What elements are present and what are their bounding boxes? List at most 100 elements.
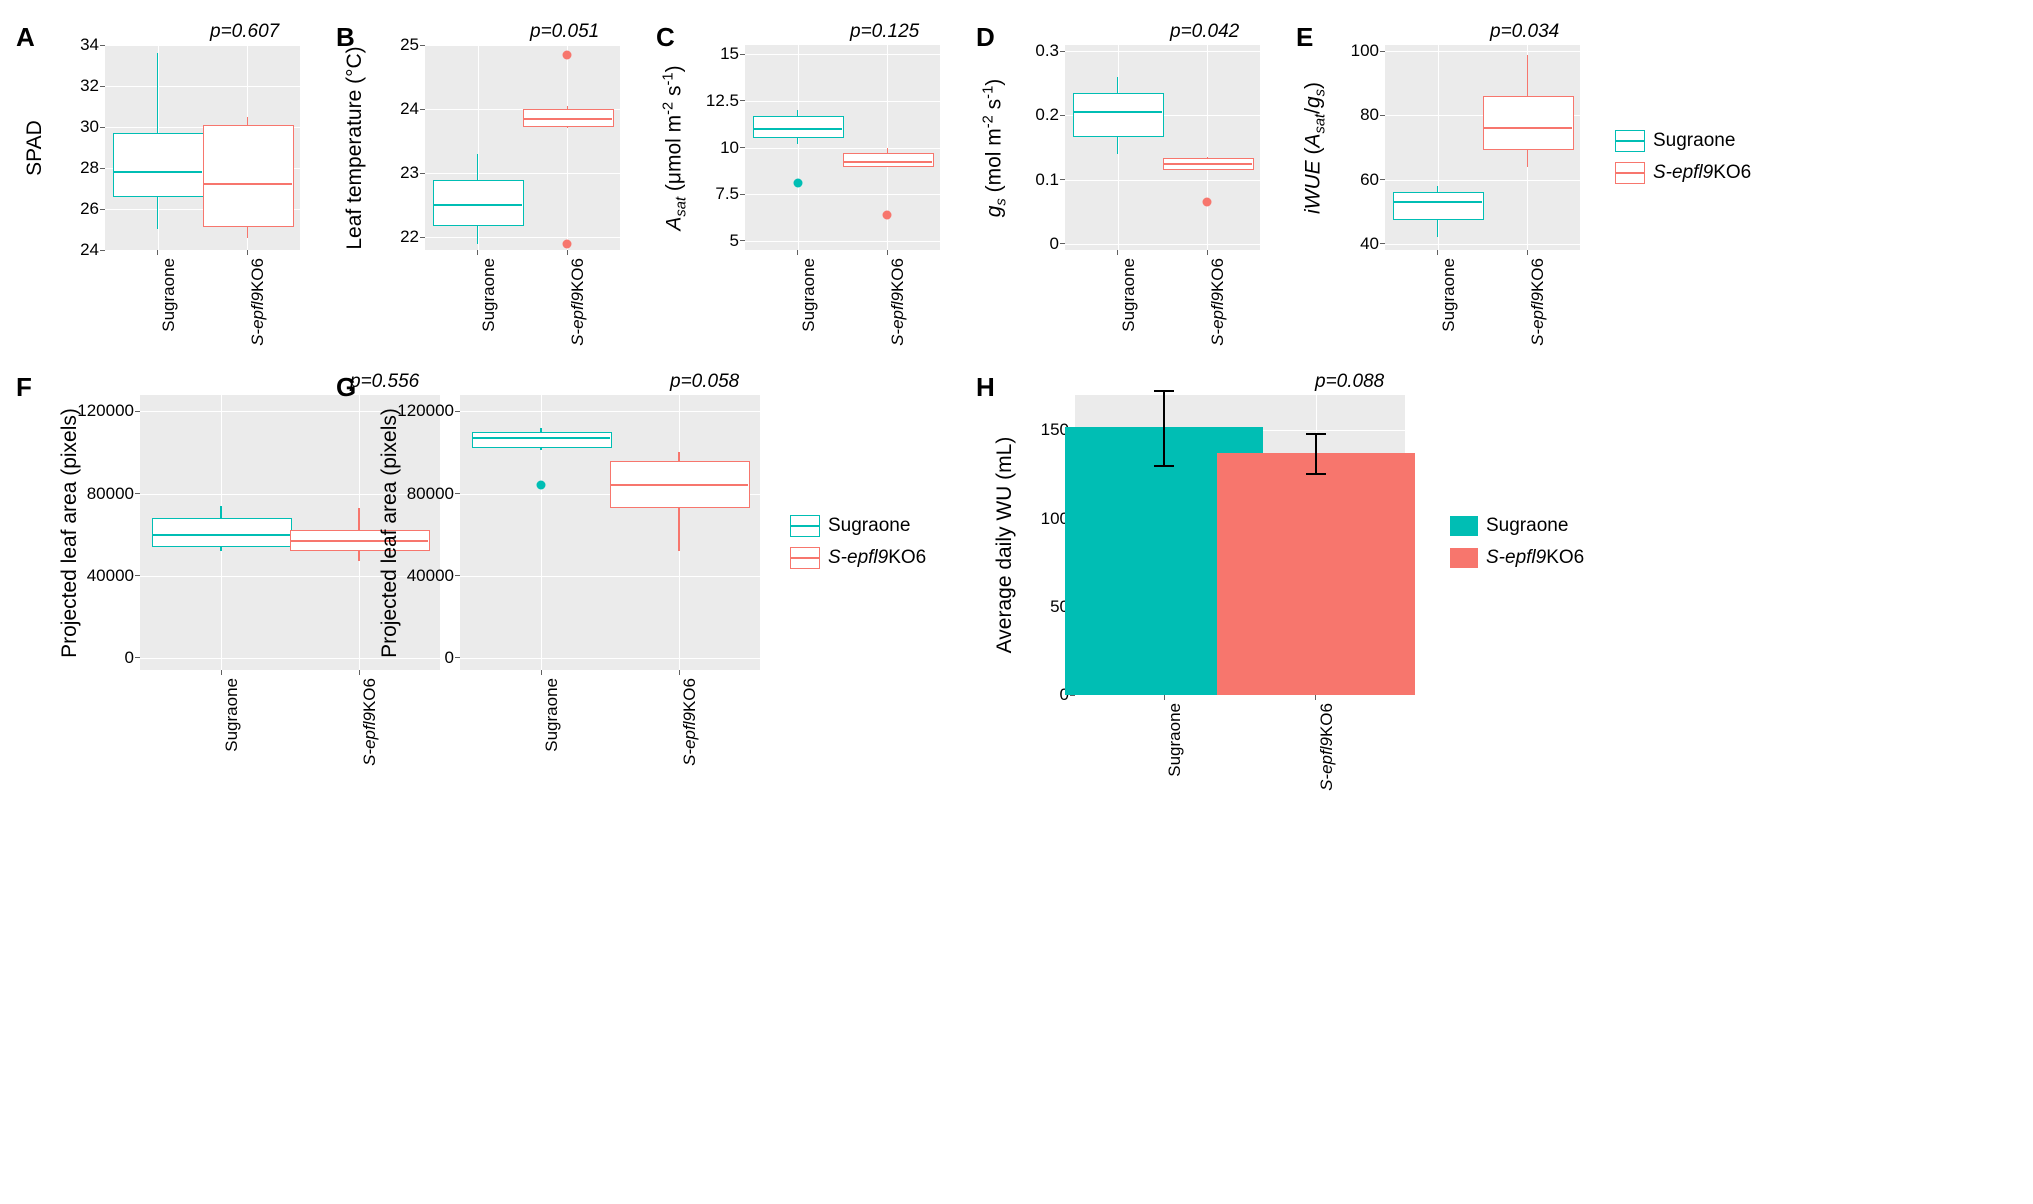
p-value: p=0.034 — [1490, 21, 1559, 43]
box — [433, 180, 525, 227]
y-axis-label: iWUE (Asat/gs) — [1301, 82, 1328, 214]
plot-area: 242628303234SugraoneS-epfl9KO6 — [105, 45, 300, 250]
x-tick-label: S-epfl9KO6 — [1311, 703, 1337, 791]
y-axis-label: gs (mol m-2 s-1) — [980, 78, 1009, 217]
box — [1483, 96, 1575, 149]
y-tick-label: 30 — [80, 117, 105, 137]
y-tick-label: 24 — [400, 99, 425, 119]
p-value: p=0.058 — [670, 371, 739, 393]
y-tick-label: 23 — [400, 163, 425, 183]
outlier-point — [563, 50, 572, 59]
panel-E: Ep=0.034406080100SugraoneS-epfl9KO6iWUE … — [1290, 20, 1610, 360]
panel-D: Dp=0.04200.10.20.3SugraoneS-epfl9KO6gs (… — [970, 20, 1290, 360]
plot-area: 22232425SugraoneS-epfl9KO6 — [425, 45, 620, 250]
x-tick-label: Sugraone — [1433, 258, 1459, 332]
y-tick-label: 0 — [445, 648, 460, 668]
outlier-point — [1203, 197, 1212, 206]
y-tick-label: 40 — [1360, 234, 1385, 254]
y-tick-label: 80000 — [407, 484, 460, 504]
x-tick-label: S-epfl9KO6 — [882, 258, 908, 346]
legend-boxplot-2: Sugraone S-epfl9KO6 — [790, 515, 926, 579]
x-tick-label: S-epfl9KO6 — [674, 678, 700, 766]
panel-H: Hp=0.088050100150SugraoneS-epfl9KO6 Avera… — [970, 370, 1860, 790]
x-tick-label: Sugraone — [1159, 703, 1185, 777]
y-tick-label: 120000 — [77, 401, 140, 421]
panel-letter: D — [976, 22, 995, 53]
legend-epfl-label: S-epfl9KO6 — [1653, 162, 1751, 183]
x-tick-label: S-epfl9KO6 — [1522, 258, 1548, 346]
y-axis-label: Projected leaf area (pixels) — [378, 408, 402, 658]
x-tick-label: Sugraone — [473, 258, 499, 332]
box — [843, 153, 935, 167]
bar — [1217, 453, 1415, 695]
plot-area: 00.10.20.3SugraoneS-epfl9KO6 — [1065, 45, 1260, 250]
plot-area: 050100150SugraoneS-epfl9KO6 — [1075, 395, 1405, 695]
y-tick-label: 12.5 — [706, 91, 745, 111]
p-value: p=0.607 — [210, 21, 279, 43]
plot-area: 406080100SugraoneS-epfl9KO6 — [1385, 45, 1580, 250]
x-tick-label: S-epfl9KO6 — [242, 258, 268, 346]
panel-letter: F — [16, 372, 32, 403]
box — [152, 518, 292, 547]
y-axis-label: SPAD — [23, 120, 47, 176]
plot-area: 04000080000120000SugraoneS-epfl9KO6 — [460, 395, 760, 670]
legend-cell-row1: Sugraone S-epfl9KO6 — [1610, 20, 1860, 360]
panel-G-wrap: Gp=0.05804000080000120000SugraoneS-epfl9… — [330, 370, 970, 790]
y-tick-label: 100 — [1351, 41, 1385, 61]
box — [113, 133, 205, 197]
y-tick-label: 26 — [80, 199, 105, 219]
x-tick-label: Sugraone — [536, 678, 562, 752]
panel-A: Ap=0.607242628303234SugraoneS-epfl9KO6 SP… — [10, 20, 330, 360]
y-tick-label: 40000 — [407, 566, 460, 586]
y-tick-label: 80000 — [87, 484, 140, 504]
plot-area: 57.51012.515SugraoneS-epfl9KO6 — [745, 45, 940, 250]
p-value: p=0.088 — [1315, 371, 1384, 393]
y-tick-label: 25 — [400, 35, 425, 55]
x-tick-label: Sugraone — [153, 258, 179, 332]
outlier-point — [537, 481, 546, 490]
panel-letter: G — [336, 372, 356, 403]
box — [472, 432, 612, 448]
box — [203, 125, 295, 227]
y-axis-label: Average daily WU (mL) — [993, 437, 1017, 654]
y-axis-label: Leaf temperature (°C) — [343, 46, 367, 249]
y-tick-label: 0 — [125, 648, 140, 668]
x-tick-label: S-epfl9KO6 — [1202, 258, 1228, 346]
y-tick-label: 28 — [80, 158, 105, 178]
y-tick-label: 40000 — [87, 566, 140, 586]
y-tick-label: 80 — [1360, 105, 1385, 125]
p-value: p=0.051 — [530, 21, 599, 43]
x-tick-label: Sugraone — [793, 258, 819, 332]
box — [1393, 192, 1485, 220]
box — [1073, 93, 1165, 137]
panel-letter: A — [16, 22, 35, 53]
panel-letter: C — [656, 22, 675, 53]
panel-letter: E — [1296, 22, 1313, 53]
y-tick-label: 10 — [720, 138, 745, 158]
panel-letter: H — [976, 372, 995, 403]
panel-G: Gp=0.05804000080000120000SugraoneS-epfl9… — [330, 370, 970, 790]
panel-H-wrap: Hp=0.088050100150SugraoneS-epfl9KO6 Avera… — [970, 370, 1860, 790]
x-tick-label: S-epfl9KO6 — [562, 258, 588, 346]
x-tick-label: Sugraone — [216, 678, 242, 752]
x-tick-label: Sugraone — [1113, 258, 1139, 332]
outlier-point — [793, 178, 802, 187]
outlier-point — [883, 210, 892, 219]
y-tick-label: 0 — [1050, 234, 1065, 254]
y-tick-label: 120000 — [397, 401, 460, 421]
y-tick-label: 24 — [80, 240, 105, 260]
legend-sugraone-label: Sugraone — [1653, 130, 1735, 151]
y-tick-label: 60 — [1360, 170, 1385, 190]
y-tick-label: 0.2 — [1035, 105, 1065, 125]
y-axis-label: Asat (μmol m-2 s-1) — [660, 65, 689, 230]
y-tick-label: 0.3 — [1035, 41, 1065, 61]
y-tick-label: 5 — [730, 231, 745, 251]
figure-grid: Ap=0.607242628303234SugraoneS-epfl9KO6 SP… — [10, 20, 2033, 790]
y-tick-label: 32 — [80, 76, 105, 96]
y-axis-label: Projected leaf area (pixels) — [58, 408, 82, 658]
y-tick-label: 0.1 — [1035, 170, 1065, 190]
y-tick-label: 15 — [720, 44, 745, 64]
y-tick-label: 7.5 — [715, 184, 745, 204]
legend-bar: Sugraone S-epfl9KO6 — [1450, 515, 1584, 579]
p-value: p=0.042 — [1170, 21, 1239, 43]
